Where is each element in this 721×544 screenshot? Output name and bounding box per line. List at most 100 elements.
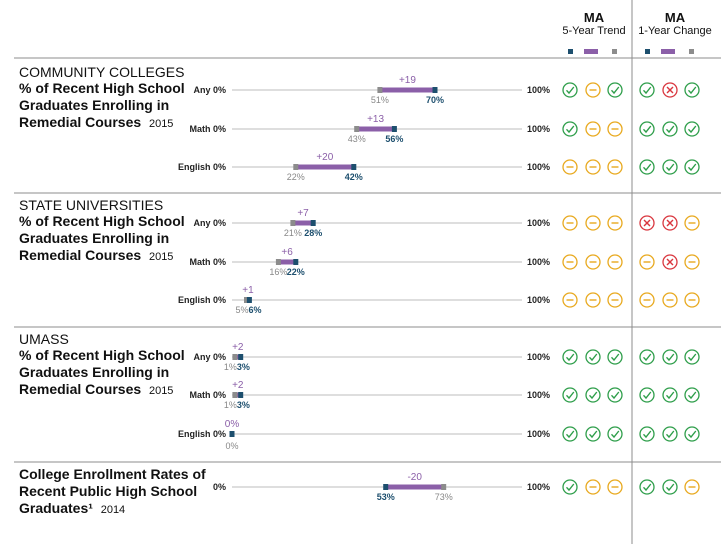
check-mark [665,430,675,439]
change-header-subtitle: 1-Year Change [638,25,712,37]
check-icon [585,387,601,403]
section-subtitle-state-universities: % of Recent High School Graduates Enroll… [19,213,199,266]
section-subtitle-text: % of Recent High School Graduates Enroll… [19,213,185,263]
minus-icon [639,254,655,270]
minus-icon [607,479,623,495]
check-icon [562,479,578,495]
x-mark [666,86,674,94]
minus-icon [639,292,655,308]
section-year: 2014 [100,504,126,516]
ma-value-label: 3% [237,362,250,372]
change-label: +7 [297,208,309,219]
check-icon [684,159,700,175]
change-label: +13 [367,114,384,125]
check-icon [585,426,601,442]
section-subtitle-community-colleges: % of Recent High School Graduates Enroll… [19,80,199,133]
check-icon [562,387,578,403]
check-icon [684,387,700,403]
comparison-value-label: 21% [284,228,302,238]
change-label: -20 [407,472,422,483]
check-mark [610,353,620,362]
check-mark [687,353,697,362]
check-icon [662,479,678,495]
ma-value-label: 53% [377,492,395,502]
axis-max-label: 100% [527,162,550,172]
comparison-marker [377,87,383,93]
minus-icon [684,292,700,308]
ma-marker [238,392,244,398]
section-year: 2015 [148,251,174,263]
check-icon [607,387,623,403]
axis-max-label: 100% [527,482,550,492]
change-label: 0% [225,419,240,430]
row-label: English 0% [178,162,226,172]
ma-marker [391,126,397,132]
minus-icon [684,254,700,270]
check-mark [565,353,575,362]
x-icon [639,215,655,231]
row-label: English 0% [178,429,226,439]
section-year: 2015 [148,118,174,130]
minus-icon [585,121,601,137]
check-mark [610,86,620,95]
comparison-value-label: 16% [269,267,287,277]
check-mark [687,163,697,172]
trend-header: MA 5-Year Trend [558,10,630,37]
comparison-marker [290,220,296,226]
ma-marker [432,87,438,93]
check-icon [639,479,655,495]
change-label: +20 [316,152,333,163]
minus-icon [585,159,601,175]
comparison-value-label: 1% [224,400,237,410]
comparison-marker [244,297,249,303]
ma-marker [246,297,252,303]
check-mark [610,391,620,400]
x-icon [662,215,678,231]
row-label: Math 0% [189,124,226,134]
check-mark [642,353,652,362]
section-subtitle-text: College Enrollment Rates of Recent Publi… [19,466,206,516]
change-bar [356,126,395,132]
comparison-marker [354,126,360,132]
check-icon [607,82,623,98]
check-icon [662,159,678,175]
legend-swatch [689,49,694,54]
check-mark [588,353,598,362]
check-icon [684,349,700,365]
minus-icon [684,215,700,231]
section-title-umass: UMASS [19,331,69,347]
check-mark [565,391,575,400]
minus-icon [585,82,601,98]
check-mark [610,430,620,439]
ma-value-label: 70% [426,95,444,105]
legend-swatch [584,49,598,54]
minus-icon [684,479,700,495]
check-icon [639,426,655,442]
check-mark [642,391,652,400]
change-bar [278,259,296,265]
axis-max-label: 100% [527,124,550,134]
check-icon [684,426,700,442]
minus-icon [562,159,578,175]
change-bar [385,484,444,490]
check-mark [642,86,652,95]
change-header-title: MA [664,10,686,25]
check-mark [642,483,652,492]
minus-icon [607,121,623,137]
section-subtitle-college-enrollment: College Enrollment Rates of Recent Publi… [19,466,209,519]
comparison-value-label: 1% [224,362,237,372]
comparison-value-label: 51% [371,95,389,105]
trend-header-title: MA [583,10,605,25]
check-mark [665,163,675,172]
x-mark [666,258,674,266]
check-icon [607,426,623,442]
ma-value-label: 42% [345,172,363,182]
legend-swatch [568,49,573,54]
axis-max-label: 100% [527,390,550,400]
legend-swatch [661,49,675,54]
axis-max-label: 100% [527,218,550,228]
minus-icon [607,215,623,231]
row-label: Math 0% [189,257,226,267]
check-mark [665,125,675,134]
comparison-value-label: 0% [225,441,238,451]
